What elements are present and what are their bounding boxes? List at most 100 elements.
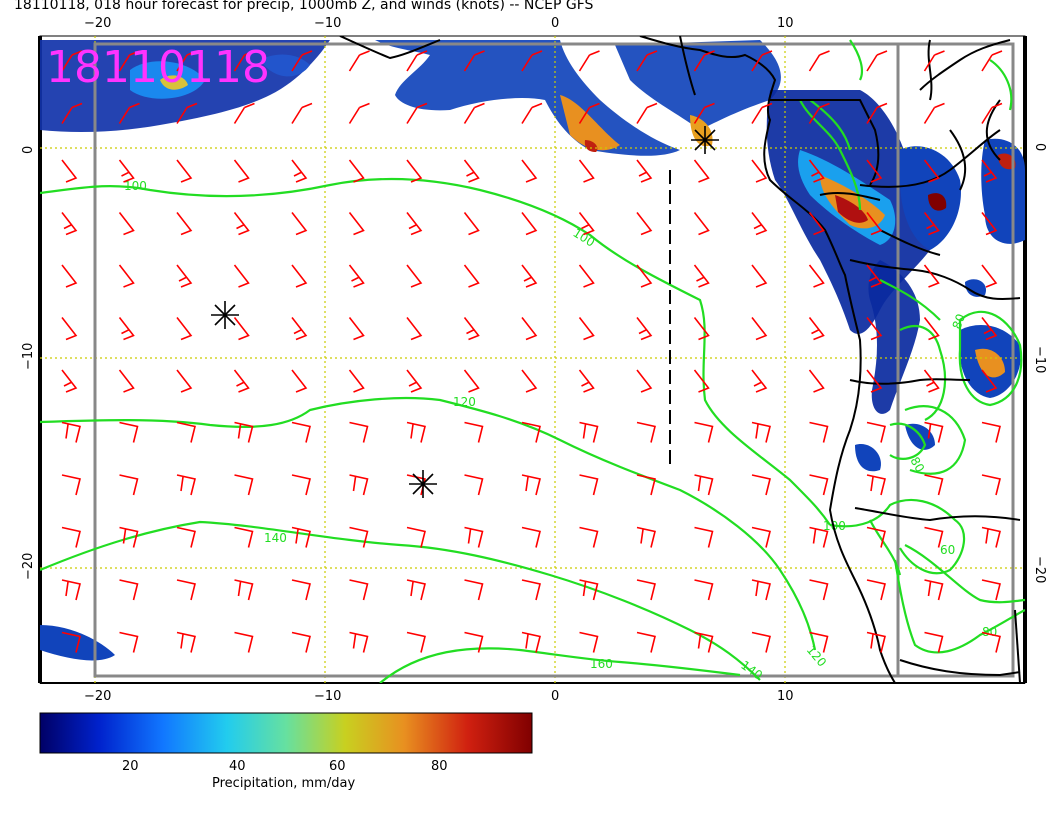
- wind-barb: [866, 212, 883, 236]
- wind-barb: [61, 102, 83, 124]
- svg-text:0: 0: [551, 689, 559, 704]
- wind-barb: [693, 102, 715, 124]
- wind-barb: [291, 50, 313, 72]
- wind-barb: [636, 159, 653, 183]
- wind-barb: [636, 369, 653, 393]
- wind-barb: [291, 474, 311, 496]
- wind-barb: [693, 159, 710, 183]
- wind-barb: [349, 421, 369, 443]
- wind-barb: [233, 50, 255, 72]
- wind-barb: [521, 631, 541, 653]
- wind-barb: [406, 526, 426, 548]
- wind-barb: [636, 50, 658, 72]
- wind-barb: [981, 526, 1001, 548]
- wind-barb: [521, 317, 538, 341]
- wind-barb: [119, 474, 139, 496]
- svg-text:−20: −20: [84, 689, 111, 704]
- wind-barb: [924, 631, 944, 653]
- wind-barb: [636, 264, 653, 288]
- svg-text:−20: −20: [84, 16, 111, 31]
- wind-barb: [119, 526, 139, 548]
- wind-barb: [923, 317, 940, 341]
- wind-barb: [521, 421, 541, 443]
- wind-barb: [349, 631, 369, 653]
- wind-barb: [463, 159, 480, 183]
- svg-text:10: 10: [777, 16, 794, 31]
- contour-label: 100: [823, 519, 846, 533]
- wind-barb: [464, 579, 484, 601]
- wind-barb: [61, 474, 81, 496]
- wind-barb: [809, 526, 829, 548]
- wind-barb: [579, 631, 599, 653]
- wind-barb: [176, 159, 193, 183]
- colorbar-tick: 60: [329, 759, 346, 774]
- wind-barb: [464, 421, 484, 443]
- wind-barb: [291, 317, 308, 341]
- wind-barb: [118, 369, 135, 393]
- wind-barb: [579, 526, 599, 548]
- wind-barb: [694, 631, 714, 653]
- wind-barb: [463, 102, 485, 124]
- wind-barb: [464, 631, 484, 653]
- wind-barb: [233, 264, 250, 288]
- wind-barb: [291, 264, 308, 288]
- wind-barb: [463, 212, 480, 236]
- wind-barb: [694, 421, 714, 443]
- wind-barb: [61, 50, 83, 72]
- wind-barb: [176, 317, 193, 341]
- wind-barb: [578, 159, 595, 183]
- wind-barb: [463, 369, 480, 393]
- wind-barb: [61, 159, 78, 183]
- wind-barb: [291, 421, 311, 443]
- wind-barb: [981, 369, 998, 393]
- wind-barb: [118, 102, 140, 124]
- svg-text:0: 0: [1032, 143, 1047, 151]
- wind-barb: [234, 631, 254, 653]
- top-axis-ticks: −20 −10 0 10: [84, 16, 794, 31]
- wind-barb: [694, 579, 714, 601]
- wind-barb: [923, 369, 940, 393]
- wind-barb: [349, 579, 369, 601]
- wind-barb: [118, 212, 135, 236]
- wind-barb: [61, 526, 81, 548]
- wind-barb: [233, 369, 250, 393]
- wind-barb: [866, 579, 886, 601]
- wind-barb: [118, 159, 135, 183]
- precip-colorbar: [39, 712, 533, 754]
- wind-barb: [119, 631, 139, 653]
- wind-barb: [751, 159, 768, 183]
- wind-barb: [808, 369, 825, 393]
- precip-field: [40, 40, 1025, 661]
- wind-barb: [348, 317, 365, 341]
- wind-barb: [464, 526, 484, 548]
- wind-barb: [923, 102, 945, 124]
- wind-barb: [348, 264, 365, 288]
- wind-barb: [406, 264, 423, 288]
- wind-barb: [693, 317, 710, 341]
- wind-barb: [61, 212, 78, 236]
- wind-barb: [61, 421, 81, 443]
- wind-barb: [693, 369, 710, 393]
- wind-barb: [291, 526, 311, 548]
- wind-barb: [636, 317, 653, 341]
- wind-barb: [578, 317, 595, 341]
- wind-barb: [636, 526, 656, 548]
- wind-barb: [233, 102, 255, 124]
- wind-barb: [176, 474, 196, 496]
- wind-barb: [866, 102, 888, 124]
- wind-barb: [521, 159, 538, 183]
- wind-barb: [751, 421, 771, 443]
- wind-barb: [981, 264, 998, 288]
- colorbar-tick: 40: [229, 759, 246, 774]
- wind-barb: [751, 579, 771, 601]
- wind-barb: [866, 421, 886, 443]
- contour-label: 100: [124, 179, 147, 193]
- contour-label: 160: [590, 657, 613, 671]
- wind-barb: [981, 212, 998, 236]
- wind-barb: [693, 50, 715, 72]
- wind-barb: [751, 264, 768, 288]
- wind-barb: [406, 317, 423, 341]
- wind-barb: [981, 474, 1001, 496]
- wind-barb: [751, 369, 768, 393]
- wind-barb: [291, 212, 308, 236]
